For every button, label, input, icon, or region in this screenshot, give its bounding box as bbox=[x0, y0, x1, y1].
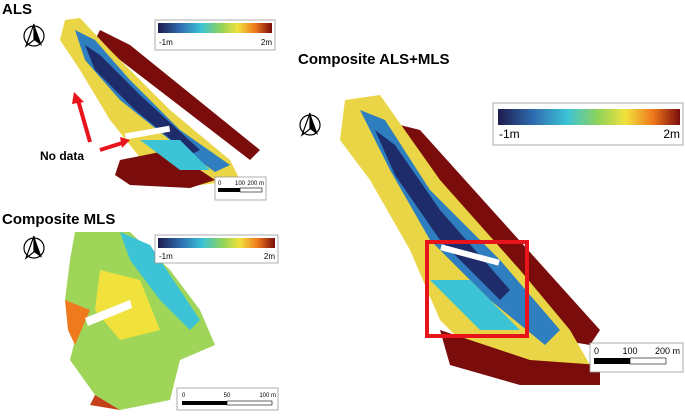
legend-max: 2m bbox=[264, 252, 275, 261]
scale-label: 0 bbox=[182, 393, 186, 399]
scale-label: 100 bbox=[235, 181, 246, 187]
scale-bar: 0 50 100 m bbox=[176, 387, 279, 411]
scale-label: 100 bbox=[622, 346, 637, 356]
colorbar bbox=[158, 238, 275, 248]
no-data-annotation: No data bbox=[40, 92, 130, 163]
panel-title: Composite MLS bbox=[2, 211, 115, 228]
scale-bar: 0 100 200 m bbox=[589, 342, 684, 373]
colorbar bbox=[498, 109, 680, 125]
terrain bbox=[60, 18, 260, 188]
legend-min: -1m bbox=[499, 127, 520, 141]
legend: -1m 2m bbox=[154, 234, 279, 264]
annotation-text: No data bbox=[40, 149, 84, 163]
legend: -1m 2m bbox=[154, 19, 276, 51]
scale-label: 100 m bbox=[259, 393, 276, 399]
panel-title: ALS bbox=[2, 1, 32, 18]
panel-title: Composite ALS+MLS bbox=[298, 51, 450, 68]
legend-max: 2m bbox=[261, 38, 272, 47]
scale-label: 0 bbox=[218, 181, 222, 187]
panel-composite: Composite ALS+MLS -1m 2m 0 100 200 m bbox=[298, 51, 684, 385]
north-arrow bbox=[23, 235, 45, 259]
panel-als: ALS -1m 2m 0 100 200 m bbox=[2, 1, 276, 201]
terrain bbox=[65, 232, 215, 410]
legend-min: -1m bbox=[159, 38, 173, 47]
colorbar bbox=[158, 23, 272, 33]
legend-min: -1m bbox=[159, 252, 173, 261]
legend: -1m 2m bbox=[492, 102, 684, 146]
north-arrow bbox=[299, 112, 321, 136]
panel-mls: Composite MLS -1m 2m 0 50 100 m bbox=[2, 211, 279, 411]
legend-max: 2m bbox=[663, 127, 680, 141]
highlight-box bbox=[425, 240, 529, 338]
scale-label: 200 m bbox=[655, 346, 680, 356]
scale-bar: 0 100 200 m bbox=[214, 176, 267, 201]
scale-label: 0 bbox=[594, 346, 599, 356]
scale-label: 200 m bbox=[247, 181, 264, 187]
north-arrow bbox=[23, 23, 45, 47]
scale-label: 50 bbox=[224, 393, 231, 399]
